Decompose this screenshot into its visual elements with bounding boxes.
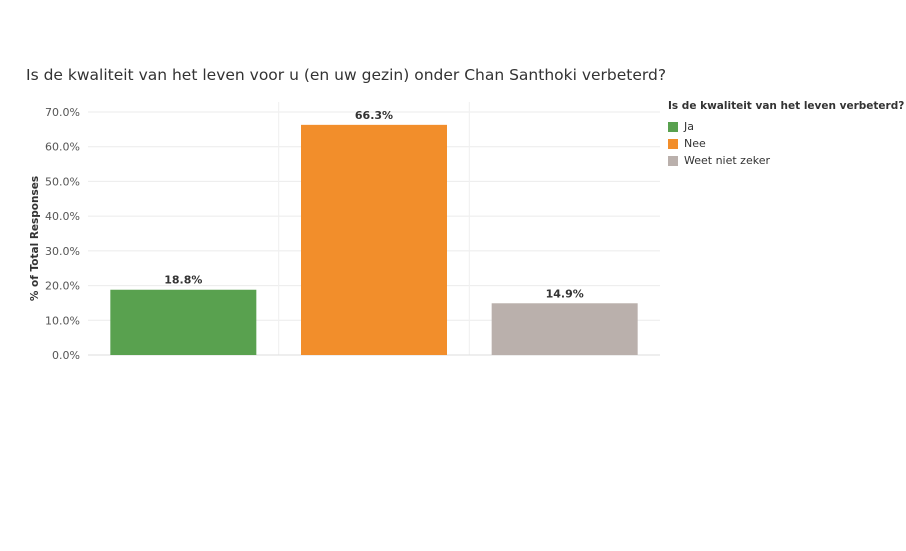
y-tick-label: 70.0% — [45, 106, 80, 119]
y-tick-label: 30.0% — [45, 245, 80, 258]
y-axis-title: % of Total Responses — [29, 176, 41, 301]
y-tick-label: 60.0% — [45, 141, 80, 154]
legend-item-nee[interactable]: Nee — [668, 135, 904, 152]
y-tick-label: 40.0% — [45, 210, 80, 223]
y-tick-label: 0.0% — [52, 349, 80, 362]
legend-item-weet-niet-zeker[interactable]: Weet niet zeker — [668, 152, 904, 169]
legend-swatch-nee — [668, 138, 678, 149]
bar-value-label: 14.9% — [546, 287, 584, 300]
legend-title: Is de kwaliteit van het leven verbeterd? — [668, 100, 905, 112]
bar-nee — [301, 124, 447, 355]
legend-item-ja[interactable]: Ja — [668, 118, 904, 135]
chart-title: Is de kwaliteit van het leven voor u (en… — [26, 66, 667, 84]
bar-ja — [110, 289, 257, 355]
y-tick-label: 20.0% — [45, 280, 80, 293]
legend-label-ja: Ja — [684, 120, 694, 133]
y-tick-label: 10.0% — [45, 314, 80, 327]
bar-weet-niet-zeker — [491, 303, 638, 355]
legend-label-weet-niet-zeker: Weet niet zeker — [684, 154, 770, 167]
bar-value-label: 18.8% — [164, 274, 202, 287]
legend-swatch-weet-niet-zeker — [668, 155, 678, 166]
legend-label-nee: Nee — [684, 137, 706, 150]
legend-swatch-ja — [668, 121, 678, 132]
y-tick-label: 50.0% — [45, 175, 80, 188]
legend: Is de kwaliteit van het leven verbeterd?… — [668, 100, 904, 169]
bar-value-label: 66.3% — [355, 109, 393, 122]
